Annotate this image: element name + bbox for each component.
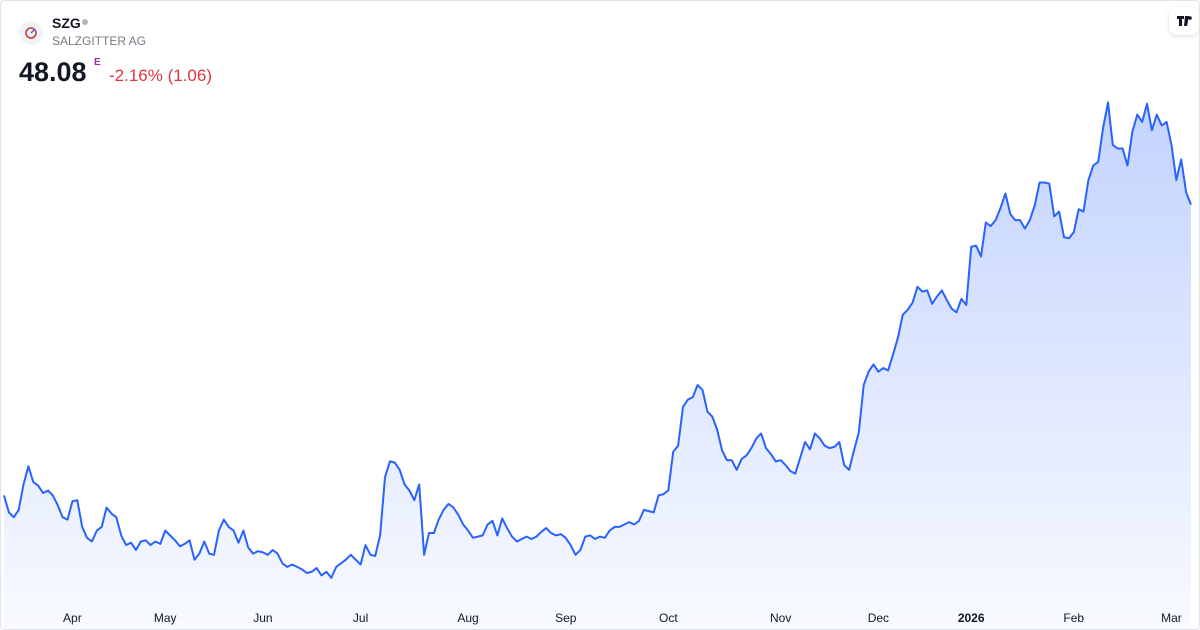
- x-tick-label: Feb: [1063, 611, 1084, 625]
- x-tick-label: Jul: [353, 611, 368, 625]
- company-name: SALZGITTER AG: [52, 34, 147, 48]
- x-tick-label: May: [154, 611, 177, 625]
- x-tick-label: 2026: [958, 611, 985, 625]
- x-tick-label: Mar: [1161, 611, 1182, 625]
- x-tick-label: Aug: [457, 611, 478, 625]
- tradingview-logo[interactable]: [1169, 7, 1199, 35]
- x-tick-label: Nov: [770, 611, 791, 625]
- x-tick-label: Oct: [659, 611, 678, 625]
- x-tick-label: Apr: [63, 611, 82, 625]
- symbol: SZG: [52, 15, 81, 31]
- x-tick-label: Jun: [253, 611, 272, 625]
- price-flag: E: [94, 57, 101, 68]
- area-fill: [4, 102, 1191, 629]
- price-line: [3, 101, 1192, 579]
- logo: [19, 21, 43, 45]
- price: 48.08: [19, 57, 87, 87]
- x-tick-label: Sep: [555, 611, 577, 625]
- price-change: -2.16% (1.06): [109, 66, 212, 85]
- x-tick-label: Dec: [868, 611, 889, 625]
- status-dot: [82, 19, 88, 25]
